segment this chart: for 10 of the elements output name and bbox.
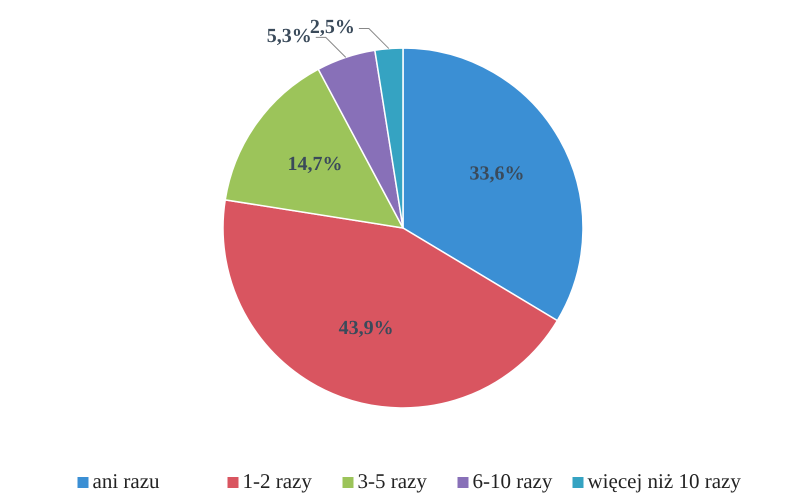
data-label: 5,3% [266,24,312,47]
legend-label: więcej niż 10 razy [588,468,742,493]
legend-label: 1-2 razy [242,468,312,493]
data-label: 33,6% [469,162,524,184]
data-label: 2,5% [310,16,355,38]
data-label: 43,9% [338,317,394,340]
legend-label: 6-10 razy [472,468,553,493]
data-label: 14,7% [288,152,343,175]
legend-label: ani razu [92,468,160,493]
legend-label: 3-5 razy [358,468,428,493]
